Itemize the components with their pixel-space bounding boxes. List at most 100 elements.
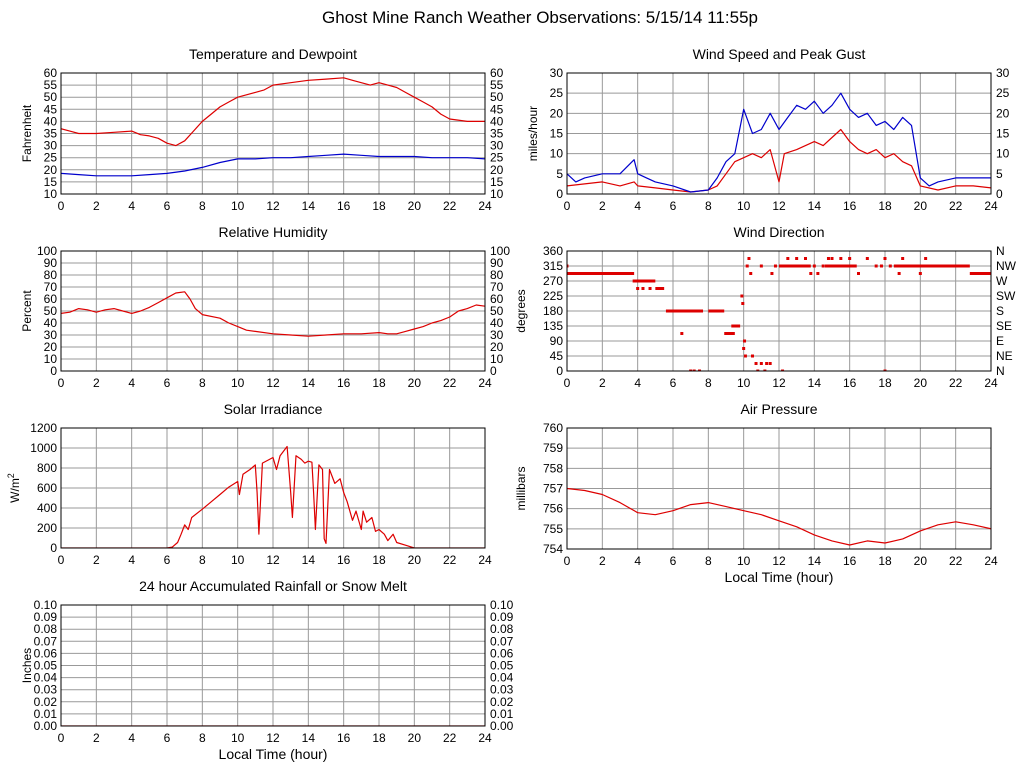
x-tick-label: 12: [772, 376, 786, 390]
compass-label: SW: [996, 289, 1016, 303]
x-axis-label: Local Time (hour): [219, 746, 328, 762]
y-tick-label: 0.01: [34, 707, 58, 721]
x-tick-label: 22: [443, 553, 457, 567]
plot-frame: [566, 427, 992, 550]
y-axis-label: W/m2: [6, 473, 22, 503]
y-tick-label: 755: [543, 522, 563, 536]
x-tick-label: 22: [949, 554, 963, 568]
y-tick-label: 0: [556, 364, 563, 378]
x-tick-label: 14: [302, 199, 316, 213]
x-tick-label: 10: [231, 199, 245, 213]
x-tick-label: 20: [408, 376, 422, 390]
chart-rainfall: 24 hour Accumulated Rainfall or Snow Mel…: [20, 578, 514, 762]
series-line-red: [567, 487, 991, 546]
direction-point: [918, 272, 922, 275]
direction-point: [692, 369, 696, 371]
direction-point: [648, 287, 652, 290]
y-axis-label-text: W/m: [8, 478, 22, 503]
y-tick-label-right: 15: [996, 127, 1010, 141]
direction-point: [567, 264, 569, 268]
direction-point: [786, 257, 790, 260]
direction-point: [821, 264, 825, 268]
direction-point: [910, 264, 913, 268]
y-tick-label: 0: [50, 364, 57, 378]
x-tick-label: 14: [808, 376, 822, 390]
x-tick-label: 24: [984, 199, 998, 213]
y-tick-label: 0.09: [34, 610, 58, 624]
x-tick-label: 14: [302, 376, 316, 390]
direction-point: [865, 257, 869, 260]
y-tick-label: 0: [50, 541, 57, 555]
chart-title: Wind Speed and Peak Gust: [693, 46, 866, 62]
y-tick-label: 100: [37, 244, 57, 258]
direction-run: [634, 279, 656, 283]
x-tick-label: 4: [634, 554, 641, 568]
x-tick-label: 10: [737, 554, 751, 568]
y-tick-label: 60: [44, 66, 58, 80]
plot-area: [567, 487, 991, 546]
series-line-red: [567, 128, 991, 193]
compass-label: NE: [996, 349, 1013, 363]
x-tick-label: 22: [949, 199, 963, 213]
x-tick-label: 4: [128, 731, 135, 745]
y-tick-label: 25: [44, 151, 58, 165]
direction-run: [665, 309, 704, 313]
plot-area: [567, 92, 991, 193]
x-tick-label: 20: [914, 199, 928, 213]
y-tick-label: 0.10: [34, 598, 58, 612]
x-tick-label: 16: [337, 553, 351, 567]
direction-point: [883, 257, 887, 260]
y-tick-label-right: 0.05: [490, 659, 514, 673]
y-tick-label: 225: [543, 289, 563, 303]
y-tick-label-right: 0.04: [490, 671, 514, 685]
y-tick-label: 30: [550, 66, 564, 80]
x-tick-label: 22: [443, 731, 457, 745]
y-tick-label: 270: [543, 274, 563, 288]
y-axis-label-text: degrees: [514, 289, 528, 332]
direction-point: [830, 257, 834, 260]
x-tick-label: 6: [164, 199, 171, 213]
y-tick-label-right: 0.08: [490, 622, 514, 636]
x-tick-label: 0: [58, 376, 65, 390]
x-tick-label: 8: [705, 554, 712, 568]
y-tick-label-right: 25: [996, 86, 1010, 100]
x-tick-label: 24: [478, 199, 492, 213]
y-tick-label-right: 0.02: [490, 695, 514, 709]
y-tick-label-right: 30: [490, 328, 504, 342]
x-tick-label: 18: [372, 553, 386, 567]
y-tick-label-right: 60: [490, 292, 504, 306]
y-tick-label: 15: [550, 127, 564, 141]
grid-lines: [61, 428, 485, 548]
compass-label: S: [996, 304, 1004, 318]
x-tick-label: 6: [164, 376, 171, 390]
chart-title: Air Pressure: [740, 401, 817, 417]
x-tick-label: 4: [128, 553, 135, 567]
x-tick-label: 0: [58, 553, 65, 567]
x-tick-label: 6: [164, 731, 171, 745]
grid-lines: [61, 251, 485, 371]
y-tick-label-right: 25: [490, 151, 504, 165]
x-tick-label: 20: [408, 553, 422, 567]
x-tick-label: 8: [199, 376, 206, 390]
y-tick-label: 600: [37, 481, 57, 495]
x-tick-label: 24: [478, 731, 492, 745]
direction-run: [893, 264, 970, 268]
direction-point: [879, 264, 883, 268]
direction-run: [731, 324, 741, 328]
direction-run: [969, 272, 991, 275]
grid-lines: [567, 251, 991, 371]
y-axis-label-text: Fahrenheit: [20, 104, 34, 162]
x-tick-label: 14: [302, 553, 316, 567]
y-tick-label-right: 0.10: [490, 598, 514, 612]
y-axis-label: Fahrenheit: [20, 104, 34, 162]
x-tick-label: 4: [634, 376, 641, 390]
direction-point: [680, 332, 684, 335]
x-tick-label: 10: [231, 553, 245, 567]
x-tick-label: 10: [231, 731, 245, 745]
x-tick-label: 10: [737, 376, 751, 390]
series-line-red: [61, 291, 485, 337]
y-tick-label: 90: [550, 334, 564, 348]
